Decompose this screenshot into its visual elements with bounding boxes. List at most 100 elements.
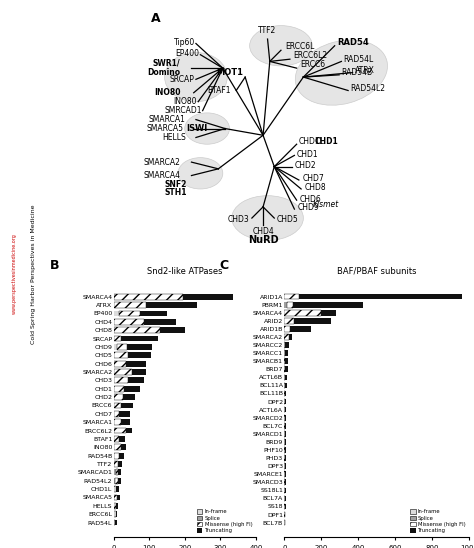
Bar xyxy=(284,407,285,413)
Bar xyxy=(146,302,197,308)
Bar xyxy=(119,411,130,416)
Text: NuRD: NuRD xyxy=(248,236,278,246)
Bar xyxy=(114,436,119,442)
Bar xyxy=(293,318,331,324)
Text: RAD54: RAD54 xyxy=(337,38,369,47)
Bar xyxy=(114,319,144,325)
Bar xyxy=(114,478,115,484)
Bar xyxy=(284,350,285,356)
Bar xyxy=(299,294,462,299)
Text: RAD54L2: RAD54L2 xyxy=(350,84,385,93)
Text: SWR1/
Domino: SWR1/ Domino xyxy=(147,59,180,77)
Bar xyxy=(285,350,288,356)
Bar xyxy=(284,439,285,445)
Text: ATRX: ATRX xyxy=(355,66,374,75)
Text: ERCC6: ERCC6 xyxy=(300,60,325,69)
Bar xyxy=(285,439,286,445)
Bar xyxy=(114,327,160,333)
Bar xyxy=(289,334,292,340)
Bar xyxy=(114,352,128,358)
Text: CHD1: CHD1 xyxy=(297,150,318,159)
Bar xyxy=(131,369,146,375)
Legend: In-frame, Splice, Missense (high FI), Truncating: In-frame, Splice, Missense (high FI), Tr… xyxy=(196,509,253,534)
Bar xyxy=(287,302,293,307)
Text: C: C xyxy=(219,259,229,272)
Bar xyxy=(285,391,286,396)
Ellipse shape xyxy=(164,53,227,102)
Text: TTF2: TTF2 xyxy=(258,26,277,35)
Bar xyxy=(114,520,115,526)
Bar xyxy=(285,431,286,437)
Bar xyxy=(114,344,117,350)
Text: BTAF1: BTAF1 xyxy=(207,86,231,95)
Bar xyxy=(114,394,123,400)
Bar xyxy=(114,294,183,300)
Bar xyxy=(284,294,299,299)
Bar xyxy=(284,374,285,380)
Text: Cold Spring Harbor Perspectives in Medicine: Cold Spring Harbor Perspectives in Medic… xyxy=(31,204,36,344)
Bar xyxy=(285,367,288,372)
Ellipse shape xyxy=(250,26,312,66)
Bar xyxy=(118,461,121,467)
Bar xyxy=(121,444,126,450)
Bar xyxy=(284,447,285,453)
Bar xyxy=(285,415,286,420)
Bar xyxy=(114,470,116,475)
Bar xyxy=(119,453,124,459)
Bar xyxy=(183,294,233,300)
Bar xyxy=(144,319,176,325)
Bar xyxy=(114,361,126,367)
Text: INO80: INO80 xyxy=(154,88,180,97)
Ellipse shape xyxy=(178,158,223,189)
Bar xyxy=(114,494,117,500)
Bar xyxy=(293,302,363,307)
Bar xyxy=(160,327,185,333)
Bar xyxy=(116,470,118,475)
Bar xyxy=(285,342,289,348)
Text: MOT1: MOT1 xyxy=(216,68,243,77)
Bar xyxy=(284,367,285,372)
Text: EP400: EP400 xyxy=(175,49,199,58)
Text: ERCC6L2: ERCC6L2 xyxy=(293,52,328,60)
Text: CHD5: CHD5 xyxy=(276,215,298,224)
Bar xyxy=(284,415,285,420)
Bar xyxy=(285,407,286,413)
Bar xyxy=(127,344,152,350)
Text: CHD1L: CHD1L xyxy=(299,138,325,146)
Bar xyxy=(121,335,158,341)
Ellipse shape xyxy=(232,196,303,241)
Bar xyxy=(284,326,290,332)
Bar xyxy=(114,335,121,341)
Bar xyxy=(119,436,126,442)
Text: Kismet: Kismet xyxy=(312,200,338,209)
Bar xyxy=(114,311,119,316)
Text: CHD2: CHD2 xyxy=(294,161,316,170)
Bar xyxy=(284,358,285,364)
Text: CHD3: CHD3 xyxy=(228,215,250,224)
Text: SMARCA1: SMARCA1 xyxy=(149,115,186,124)
Title: BAF/PBAF subunits: BAF/PBAF subunits xyxy=(337,267,417,276)
Bar xyxy=(128,352,151,358)
Bar xyxy=(114,461,118,467)
Legend: In-frame, Splice, Missense (high FI), Truncating: In-frame, Splice, Missense (high FI), Tr… xyxy=(410,509,466,534)
Bar xyxy=(121,419,130,425)
Bar xyxy=(114,444,121,450)
Text: CHD9: CHD9 xyxy=(298,203,319,213)
Bar xyxy=(123,394,135,400)
Bar xyxy=(285,423,286,429)
Bar xyxy=(126,361,146,367)
Bar xyxy=(284,310,321,316)
Text: CHD4: CHD4 xyxy=(252,227,274,236)
Text: SMRCAD1: SMRCAD1 xyxy=(164,106,201,115)
Bar xyxy=(284,342,285,348)
Bar xyxy=(284,318,293,324)
Bar xyxy=(118,470,121,475)
Bar xyxy=(114,386,124,392)
Bar xyxy=(116,503,118,509)
Text: CHD7: CHD7 xyxy=(302,174,324,184)
Bar xyxy=(114,302,146,308)
Bar xyxy=(284,399,285,404)
Bar xyxy=(114,403,121,408)
Bar xyxy=(284,431,285,437)
Text: A: A xyxy=(151,12,161,25)
